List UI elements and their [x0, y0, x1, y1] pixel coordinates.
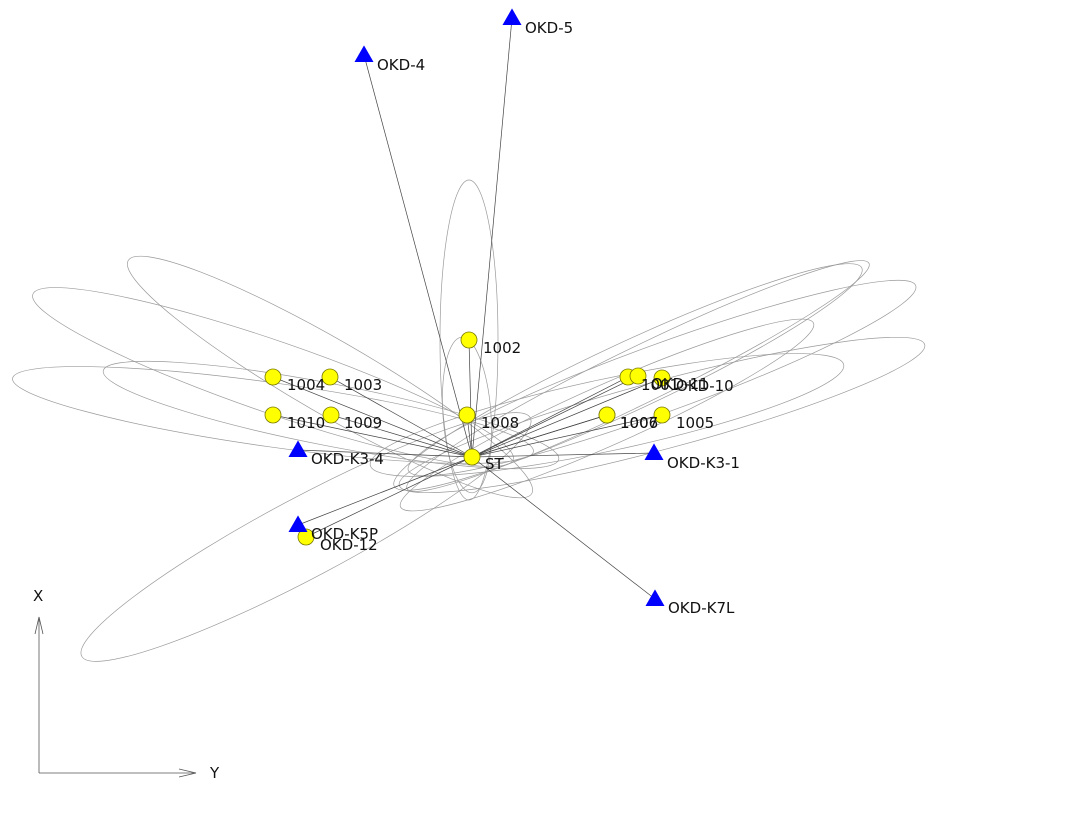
error-ellipse — [399, 318, 815, 512]
point-label-1003: 1003 — [344, 376, 382, 394]
point-label-1005: 1005 — [676, 414, 714, 432]
observation-line — [471, 414, 608, 458]
point-markers — [264, 8, 671, 607]
point-label-1007: 1007 — [620, 414, 658, 432]
point-marker-1004[interactable] — [264, 368, 282, 386]
control-point-label-okd-4: OKD-4 — [377, 56, 425, 74]
point-label-1002: 1002 — [483, 339, 521, 357]
point-marker-1010[interactable] — [264, 406, 282, 424]
observation-line — [272, 414, 473, 458]
control-point-label-okd-k5p: OKD-K5P — [311, 525, 378, 543]
y-axis-label: Y — [209, 764, 220, 782]
point-marker-1008[interactable] — [458, 406, 476, 424]
point-marker-1002[interactable] — [460, 331, 478, 349]
control-point-label-okd-k3-4: OKD-K3-4 — [311, 450, 384, 468]
station-marker[interactable] — [463, 448, 481, 466]
observation-line — [471, 376, 629, 458]
error-ellipse — [80, 412, 532, 662]
axis-indicator: X Y — [33, 587, 220, 782]
observation-line — [471, 375, 639, 458]
observation-line — [471, 456, 656, 600]
observation-line — [272, 376, 473, 458]
observation-line — [471, 452, 655, 458]
observation-line — [471, 377, 663, 458]
control-point-label-okd-k3-1: OKD-K3-1 — [667, 454, 740, 472]
error-ellipse — [127, 255, 533, 499]
control-point-marker-okd-k3-4[interactable] — [288, 440, 308, 458]
error-ellipse — [369, 353, 845, 477]
observation-lines — [272, 17, 663, 600]
observation-line — [297, 449, 473, 458]
x-axis-arrowhead — [34, 616, 44, 635]
observation-line — [329, 376, 473, 458]
point-label-okd-10: OKD-10 — [676, 377, 734, 395]
error-ellipse — [393, 263, 863, 491]
point-marker-1007[interactable] — [598, 406, 616, 424]
observation-line — [363, 54, 473, 458]
error-ellipse — [439, 179, 499, 501]
y-axis-arrowhead — [178, 768, 197, 778]
control-point-marker-okd-4[interactable] — [354, 45, 374, 63]
point-marker-okd-10[interactable] — [653, 369, 671, 387]
observation-line — [468, 339, 473, 458]
error-ellipse — [102, 360, 560, 470]
point-marker-1009[interactable] — [322, 406, 340, 424]
control-point-marker-okd-5[interactable] — [502, 8, 522, 26]
point-label-1001: 1001 — [641, 376, 679, 394]
observation-line — [297, 456, 473, 526]
control-point-marker-okd-k5p[interactable] — [288, 515, 308, 533]
point-marker-1005[interactable] — [653, 406, 671, 424]
station-label: ST — [485, 455, 505, 473]
observation-line — [471, 414, 663, 458]
point-marker-okd-11[interactable] — [629, 367, 647, 385]
error-ellipse — [407, 279, 917, 477]
point-label-1006: 1006 — [620, 414, 658, 432]
control-point-label-okd-k7l: OKD-K7L — [668, 599, 735, 617]
error-ellipse — [32, 287, 514, 467]
control-point-label-okd-5: OKD-5 — [525, 19, 573, 37]
point-label-okd-12: OKD-12 — [320, 536, 378, 554]
control-point-marker-okd-k3-1[interactable] — [644, 443, 664, 461]
point-label-1010: 1010 — [287, 414, 325, 432]
point-marker-okd-12[interactable] — [297, 528, 315, 546]
observation-line — [471, 17, 513, 458]
observation-line — [305, 456, 473, 538]
point-label-1009: 1009 — [344, 414, 382, 432]
error-ellipses — [12, 179, 926, 662]
point-marker-1003[interactable] — [321, 368, 339, 386]
x-axis-label: X — [33, 587, 43, 605]
point-label-1004: 1004 — [287, 376, 325, 394]
observation-line — [330, 414, 473, 458]
point-label-okd-11: OKD-11 — [651, 375, 709, 393]
control-point-marker-okd-k7l[interactable] — [645, 589, 665, 607]
point-label-1008: 1008 — [481, 414, 519, 432]
